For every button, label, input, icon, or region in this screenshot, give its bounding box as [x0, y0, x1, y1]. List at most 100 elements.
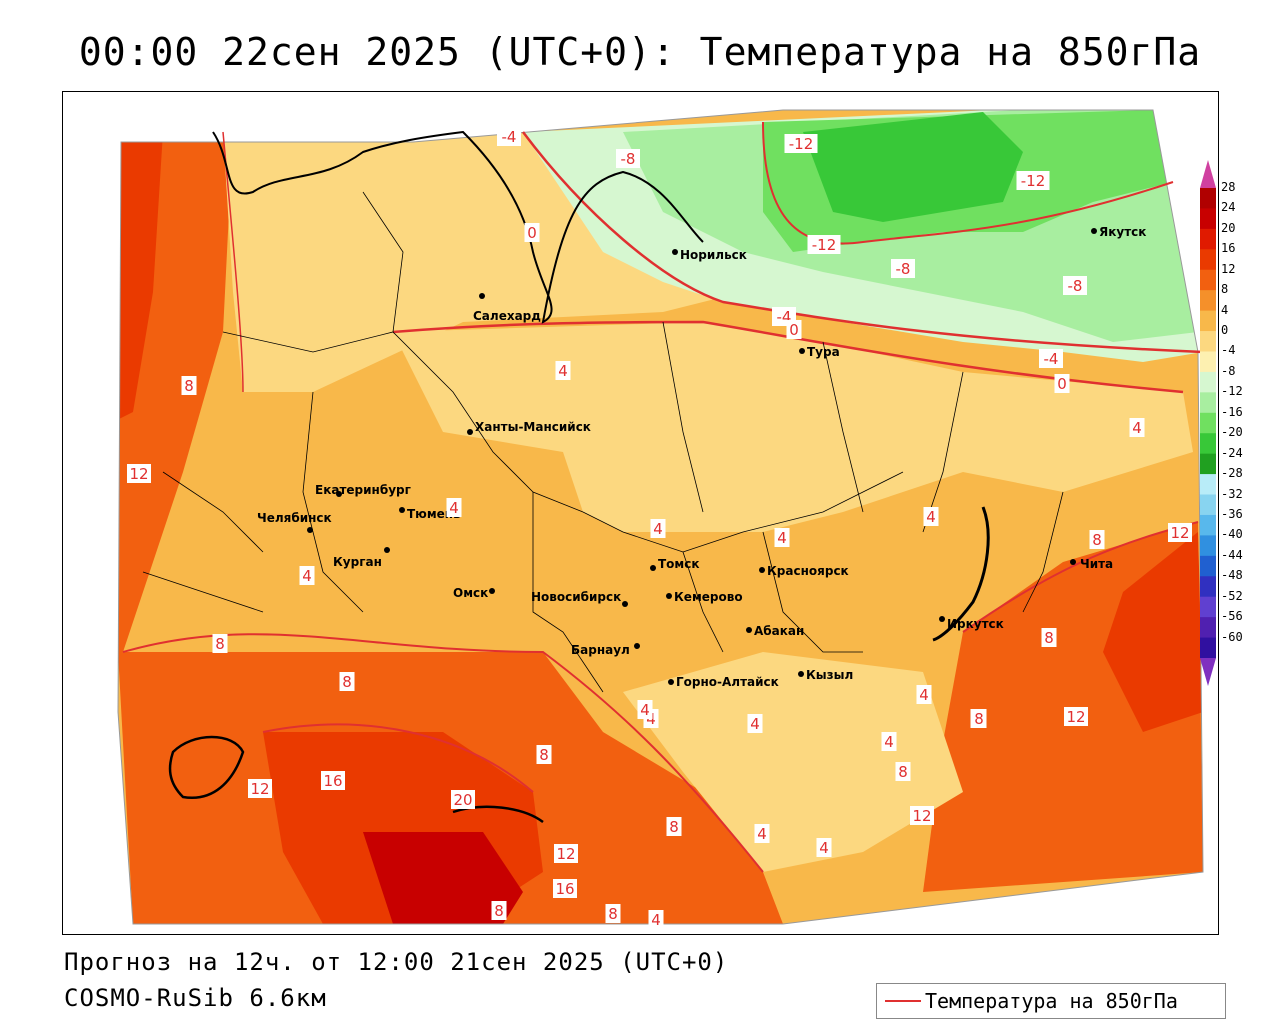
scale-tick-label: -60 — [1221, 629, 1243, 644]
isoline-label-bg — [891, 259, 915, 278]
city-marker[interactable] — [489, 588, 495, 594]
scale-tick-label: -28 — [1221, 466, 1243, 481]
city-label: Красноярск — [767, 564, 849, 578]
city-label: Кызыл — [806, 668, 853, 682]
scale-swatch — [1200, 555, 1216, 577]
legend-line-swatch — [885, 1000, 921, 1002]
city-marker[interactable] — [467, 429, 473, 435]
city-label: Ханты-Мансийск — [475, 420, 591, 434]
isoline-label: 12 — [912, 807, 931, 825]
scale-tick-label: 28 — [1221, 180, 1236, 194]
isoline-label-bg — [1039, 349, 1063, 368]
isoline-label: 4 — [558, 362, 568, 380]
isoline-label: 8 — [215, 635, 225, 653]
city-label: Салехард — [473, 309, 541, 323]
coastline — [212, 130, 704, 324]
city-marker[interactable] — [307, 527, 313, 533]
isoline-label: -12 — [789, 135, 814, 153]
city-marker[interactable] — [759, 567, 765, 573]
isoline-label: 8 — [974, 710, 984, 728]
baikal-outline — [932, 506, 990, 642]
isoline-label: 12 — [556, 845, 575, 863]
isoline-label: 16 — [323, 772, 342, 790]
isoline-label-bg — [536, 745, 552, 764]
scale-tick-label: -24 — [1221, 445, 1243, 460]
city-label: Новосибирск — [531, 590, 621, 604]
isoline-label: 0 — [1057, 375, 1067, 393]
isoline-label: 4 — [640, 701, 650, 719]
city-marker[interactable] — [798, 671, 804, 677]
isoline-label: 8 — [1092, 531, 1102, 549]
isoline-label: 4 — [919, 686, 929, 704]
city-marker[interactable] — [634, 643, 640, 649]
city-label: Екатеринбург — [315, 483, 411, 497]
isoline-label-bg — [616, 149, 640, 168]
city-marker[interactable] — [479, 293, 485, 299]
city-marker[interactable] — [1091, 228, 1097, 234]
isoline-label: 0 — [789, 321, 799, 339]
isoline-label: -8 — [621, 150, 636, 168]
scale-swatch — [1200, 433, 1216, 455]
scale-swatch — [1200, 331, 1216, 352]
isoline-label-bg — [637, 700, 653, 719]
isoline-label: 4 — [1132, 419, 1142, 437]
isoline-label-bg — [648, 910, 664, 929]
city-marker[interactable] — [336, 491, 342, 497]
isoline-label-bg — [1016, 171, 1050, 190]
scale-tick-label: -48 — [1221, 568, 1243, 583]
scale-swatch — [1200, 371, 1216, 393]
isoline-label: 16 — [555, 880, 574, 898]
city-marker[interactable] — [650, 565, 656, 571]
city-marker[interactable] — [746, 627, 752, 633]
scale-tick-label: -52 — [1221, 588, 1243, 603]
isoline-label: -4 — [502, 128, 517, 146]
scale-swatch — [1200, 474, 1216, 496]
isoline-label-bg — [248, 779, 272, 798]
isoline-label-bg — [754, 824, 770, 843]
scale-swatch — [1200, 596, 1216, 618]
isoline-label: 8 — [669, 818, 679, 836]
map-area[interactable]: Норильск Якутск Салехард Тура Ханты-Мансийск… — [62, 91, 1219, 935]
forecast-info: Прогноз на 12ч. от 12:00 21сен 2025 (UTC… — [64, 948, 729, 976]
scale-swatch — [1200, 514, 1216, 536]
isoline-label: -4 — [1044, 350, 1059, 368]
isoline-label-bg — [321, 771, 345, 790]
isoline-label: 8 — [494, 902, 504, 920]
city-marker[interactable] — [622, 601, 628, 607]
series-legend: Температура на 850гПа — [876, 983, 1226, 1019]
isoline-label-bg — [910, 806, 934, 825]
isoline-label: 12 — [250, 780, 269, 798]
city-marker[interactable] — [384, 547, 390, 553]
city-label: Иркутск — [947, 617, 1004, 631]
scale-tick-label: -56 — [1221, 609, 1243, 624]
city-marker[interactable] — [799, 348, 805, 354]
city-marker[interactable] — [1070, 559, 1076, 565]
isoline-label-bg — [339, 672, 355, 691]
isoline-label: -8 — [896, 260, 911, 278]
city-marker[interactable] — [666, 593, 672, 599]
isoline-label-bg — [497, 127, 521, 146]
isoline-label-bg — [650, 519, 666, 538]
scale-tick-label: 16 — [1221, 241, 1236, 256]
scale-tick-label: 8 — [1221, 282, 1229, 297]
city-marker[interactable] — [672, 249, 678, 255]
isoline-label-bg — [916, 685, 932, 704]
isoline-label: 12 — [129, 465, 148, 483]
isoline-label-bg — [605, 904, 621, 923]
city-marker[interactable] — [939, 616, 945, 622]
lake-balkhash-outline — [452, 805, 544, 824]
scale-swatch — [1200, 453, 1216, 475]
scale-tick-label: -8 — [1221, 363, 1236, 378]
scale-tick-label: 20 — [1221, 220, 1236, 235]
scale-swatch — [1200, 269, 1216, 291]
city-marker[interactable] — [668, 679, 674, 685]
city-label: Норильск — [680, 248, 747, 262]
city-marker[interactable] — [399, 507, 405, 513]
scale-swatch — [1200, 535, 1216, 557]
isoline-label-bg — [1129, 418, 1145, 437]
isoline-label-bg — [1054, 374, 1070, 393]
city-label: Горно-Алтайск — [676, 675, 779, 689]
scale-tick-label: 4 — [1221, 302, 1229, 317]
cities-layer: Норильск Якутск Салехард Тура Ханты-Мансийск… — [257, 225, 1146, 689]
